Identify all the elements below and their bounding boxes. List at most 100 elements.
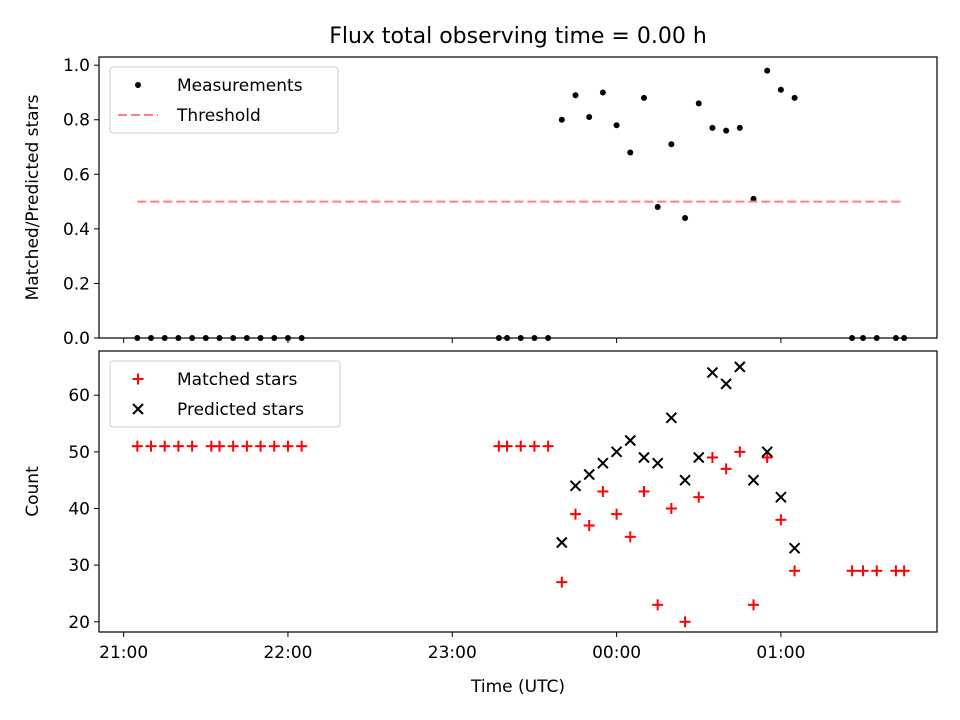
y-tick-label: 60 — [68, 386, 90, 406]
measurements-point — [723, 127, 730, 134]
matched-stars-point — [720, 463, 732, 475]
measurements-point — [777, 86, 784, 93]
legend-predicted-stars-swatch-b — [132, 403, 144, 415]
matched-stars-point — [624, 531, 636, 543]
legend: Measurements Threshold — [109, 66, 339, 134]
matched-stars-point — [761, 452, 773, 464]
matched-stars-point — [241, 440, 253, 452]
measurements-point — [849, 335, 856, 341]
predicted-stars-point-b — [569, 480, 582, 492]
predicted-stars-point-b — [761, 446, 773, 458]
measurements-point — [531, 335, 538, 341]
legend-label: Threshold — [176, 106, 261, 126]
matched-stars-point — [583, 519, 595, 531]
y-tick-label: 0.4 — [63, 220, 90, 240]
matched-stars-point — [665, 502, 677, 514]
matched-stars-point — [159, 440, 171, 452]
x-tick-label: 21:00 — [99, 643, 148, 663]
predicted-stars-point-b — [638, 451, 650, 464]
matched-stars-point — [213, 440, 225, 452]
star-count-panel: 20 30 40 50 60 21:00 22:00 23:00 00:00 01:00 Count… — [23, 350, 938, 697]
legend-label: Matched stars — [177, 370, 297, 390]
matched-stars-point — [597, 486, 609, 497]
predicted-stars-point-b — [651, 457, 664, 469]
matched-stars-point — [227, 440, 239, 452]
matched-stars-point — [172, 440, 184, 452]
measurements-point — [495, 335, 502, 341]
measurements-point — [230, 335, 237, 341]
x-tick-label: 23:00 — [428, 643, 477, 663]
predicted-stars-point — [706, 366, 719, 379]
measurements-point — [572, 92, 579, 99]
measurements-point — [558, 116, 565, 123]
matched-stars-point — [528, 440, 540, 452]
measurements-point — [216, 335, 223, 341]
measurements-point — [175, 335, 182, 341]
matched-stars-point — [542, 440, 554, 452]
measurements-point — [134, 335, 141, 341]
predicted-stars-point — [651, 457, 664, 469]
predicted-stars-point-b — [775, 491, 787, 503]
plot-area — [131, 361, 910, 628]
matched-stars-point — [652, 599, 664, 611]
measurements-point — [750, 195, 757, 202]
measurements-point — [586, 114, 593, 121]
legend-matched-stars-swatch — [132, 373, 144, 385]
predicted-stars-point — [638, 451, 650, 464]
legend-label: Measurements — [177, 76, 303, 96]
legend: Matched stars Predicted stars — [109, 360, 341, 428]
predicted-stars-point — [747, 474, 760, 486]
predicted-stars-point-b — [665, 412, 678, 424]
x-tick-label: 22:00 — [263, 643, 312, 663]
matched-stars-point — [611, 508, 623, 520]
y-tick-label: 30 — [68, 556, 90, 576]
matched-stars-point — [857, 565, 869, 577]
legend-measurements-swatch — [135, 82, 141, 88]
measurements-point — [901, 335, 908, 341]
measurements-point — [860, 335, 867, 341]
predicted-stars-point — [556, 536, 568, 549]
y-axis-label: Matched/Predicted stars — [23, 94, 43, 300]
matched-stars-point — [638, 486, 650, 497]
predicted-stars-point-b — [720, 378, 732, 390]
legend-box — [109, 360, 341, 428]
matched-stars-point — [734, 446, 746, 458]
predicted-stars-point — [679, 474, 691, 486]
measurements-point — [892, 335, 899, 341]
predicted-stars-point-b — [556, 536, 568, 549]
measurements-point — [873, 335, 880, 341]
matched-stars-point — [556, 576, 568, 588]
x-tick-label: 01:00 — [756, 643, 805, 663]
y-tick-label: 1.0 — [63, 56, 90, 76]
y-tick-label: 0.0 — [63, 329, 90, 349]
predicted-stars-point-b — [679, 474, 691, 486]
y-tick-label: 0.6 — [63, 165, 90, 185]
x-tick-label: 00:00 — [592, 643, 641, 663]
predicted-stars-point — [610, 446, 623, 458]
measurements-point — [640, 94, 647, 101]
predicted-stars-point — [734, 361, 746, 373]
predicted-stars-point — [583, 468, 595, 481]
measurements-point — [695, 100, 702, 107]
measurements-point — [613, 122, 620, 129]
measurements-point — [736, 124, 743, 131]
measurements-point — [545, 335, 552, 341]
matched-stars-point — [775, 514, 787, 526]
figure-title: Flux total observing time = 0.00 h — [329, 24, 707, 49]
legend-predicted-stars-swatch — [132, 403, 144, 415]
plot-area — [134, 67, 908, 341]
matched-stars-point — [846, 565, 858, 577]
predicted-stars-point — [775, 491, 787, 503]
y-tick-label: 50 — [68, 443, 90, 463]
predicted-stars-point — [788, 542, 801, 554]
matched-stars-point — [255, 440, 267, 452]
predicted-stars-point-b — [610, 446, 623, 458]
predicted-stars-point — [720, 378, 732, 390]
matched-stars-point — [282, 440, 294, 452]
predicted-stars-point-b — [693, 451, 705, 464]
measurements-point — [243, 335, 250, 341]
predicted-stars-point-b — [747, 474, 760, 486]
measurements-point — [161, 335, 168, 341]
predicted-stars-point-b — [788, 542, 801, 554]
